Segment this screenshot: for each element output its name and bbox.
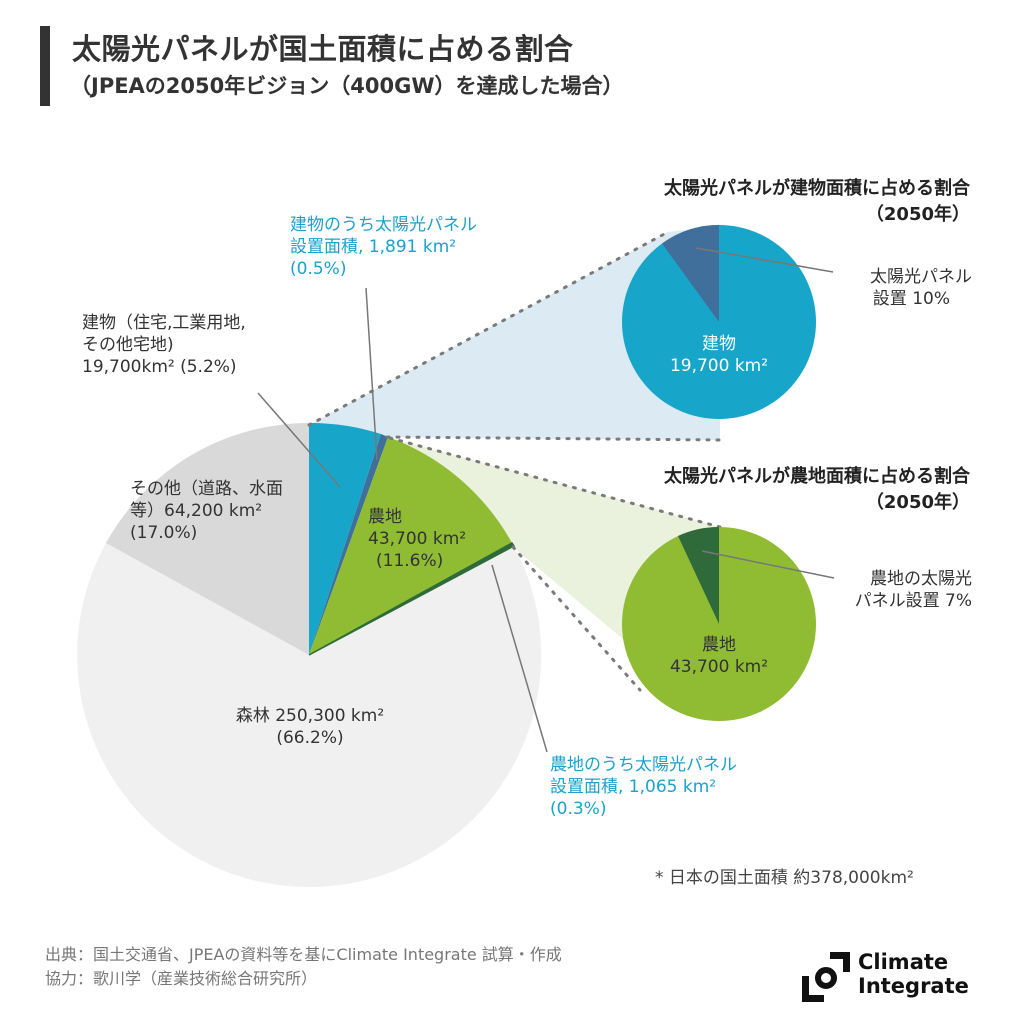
label-line: 建物 bbox=[702, 334, 736, 354]
label-line: 農地 bbox=[368, 507, 402, 527]
building-detail-center-label: 建物 19,700 km² bbox=[639, 333, 799, 377]
label-line: 設置面積, 1,065 km² bbox=[550, 777, 717, 797]
label-line: 等）64,200 km² bbox=[130, 501, 263, 521]
label-line: その他（道路、水面 bbox=[130, 479, 283, 499]
building-detail-pie bbox=[622, 225, 816, 419]
logo-wordmark: Climate Integrate bbox=[858, 950, 969, 998]
label-line: (0.5%) bbox=[290, 259, 347, 279]
label-line: (0.3%) bbox=[550, 799, 607, 819]
label-forest: 森林 250,300 km² (66.2%) bbox=[210, 705, 410, 749]
label-line: その他宅地) bbox=[82, 335, 174, 355]
cooperation-line: 協力：歌川学（産業技術総合研究所） bbox=[45, 969, 318, 988]
title-accent-bar bbox=[40, 26, 50, 106]
label-farmland-pv: 農地のうち太陽光パネル 設置面積, 1,065 km² (0.3%) bbox=[550, 754, 737, 820]
label-line: (11.6%) bbox=[376, 551, 444, 571]
label-line: 農地 bbox=[702, 635, 736, 655]
label-line: 43,700 km² bbox=[368, 529, 467, 549]
detail-year-line: （2050年） bbox=[865, 204, 970, 225]
building-detail-title: 太陽光パネルが建物面積に占める割合 （2050年） bbox=[664, 176, 970, 228]
label-line: 設置 10% bbox=[872, 289, 950, 309]
logo-line: Integrate bbox=[858, 974, 969, 998]
label-building-pv: 建物のうち太陽光パネル 設置面積, 1,891 km² (0.5%) bbox=[290, 214, 477, 280]
farmland-pv-callout: 農地の太陽光 パネル設置 7% bbox=[855, 568, 972, 612]
land-area-footnote: * 日本の国土面積 約378,000km² bbox=[655, 868, 914, 888]
label-farmland: 農地 43,700 km² (11.6%) bbox=[368, 506, 466, 572]
label-line: 農地の太陽光 bbox=[870, 569, 972, 589]
detail-year-line: （2050年） bbox=[865, 492, 970, 513]
farmland-detail-pie bbox=[622, 526, 816, 721]
slice-building-pv bbox=[309, 434, 388, 655]
logo-line: Climate bbox=[858, 950, 949, 974]
zoom-connectors bbox=[307, 230, 722, 692]
farmland-detail-title: 太陽光パネルが農地面積に占める割合 （2050年） bbox=[664, 464, 970, 516]
farmland-detail-center-label: 農地 43,700 km² bbox=[639, 634, 799, 678]
label-line: 森林 250,300 km² bbox=[235, 706, 385, 726]
source-line: 出典：国土交通省、JPEAの資料等を基にClimate Integrate 試算… bbox=[45, 945, 562, 964]
label-line: 43,700 km² bbox=[669, 657, 769, 677]
label-other: その他（道路、水面 等）64,200 km² (17.0%) bbox=[130, 478, 283, 544]
page-subtitle: （JPEAの2050年ビジョン（400GW）を達成した場合） bbox=[70, 74, 624, 98]
building-pv-callout: 太陽光パネル 設置 10% bbox=[870, 266, 972, 310]
label-line: 建物のうち太陽光パネル bbox=[290, 215, 477, 235]
slice-forest bbox=[77, 543, 542, 887]
climate-integrate-logo: Climate Integrate bbox=[800, 950, 990, 1006]
label-line: (66.2%) bbox=[276, 728, 344, 748]
detail-title-line: 太陽光パネルが農地面積に占める割合 bbox=[664, 466, 970, 487]
leader-lines bbox=[257, 247, 835, 753]
slice-farmland bbox=[309, 437, 512, 655]
main-pie bbox=[77, 422, 542, 887]
label-line: パネル設置 7% bbox=[854, 591, 972, 611]
label-line: 19,700 km² bbox=[669, 356, 769, 376]
building-zoom-fan bbox=[309, 226, 720, 440]
detail-title-line: 太陽光パネルが建物面積に占める割合 bbox=[664, 178, 970, 199]
label-line: 太陽光パネル bbox=[870, 267, 972, 287]
label-line: (17.0%) bbox=[130, 523, 198, 543]
logo-mark-icon bbox=[802, 952, 850, 1002]
label-building: 建物（住宅,工業用地, その他宅地) 19,700km² (5.2%) bbox=[82, 312, 246, 378]
page-title: 太陽光パネルが国土面積に占める割合 bbox=[72, 32, 574, 66]
label-line: 農地のうち太陽光パネル bbox=[550, 755, 737, 775]
slice-other bbox=[106, 423, 309, 655]
label-line: 建物（住宅,工業用地, bbox=[82, 313, 246, 333]
label-line: 設置面積, 1,891 km² bbox=[290, 237, 457, 257]
slice-building bbox=[309, 422, 381, 655]
source-credit: 出典：国土交通省、JPEAの資料等を基にClimate Integrate 試算… bbox=[45, 943, 562, 991]
label-line: 19,700km² (5.2%) bbox=[82, 357, 237, 377]
